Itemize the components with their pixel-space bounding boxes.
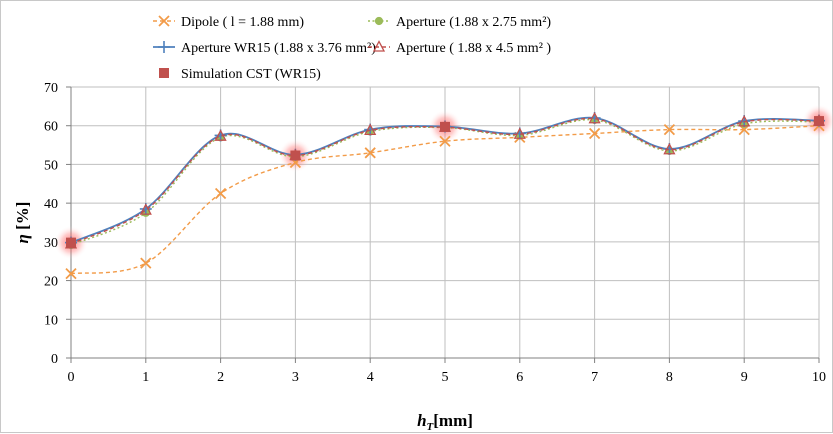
legend-item: Simulation CST (WR15) <box>159 67 321 82</box>
legend-label: Simulation CST (WR15) <box>181 67 321 82</box>
y-tick-label: 0 <box>51 352 58 367</box>
legend-marker <box>159 68 169 78</box>
x-tick-label: 1 <box>142 370 149 385</box>
x-tick-label: 6 <box>516 370 523 385</box>
x-tick-label: 10 <box>812 370 826 385</box>
y-tick-label: 20 <box>44 275 58 290</box>
x-tick-label: 2 <box>217 370 224 385</box>
x-axis-unit: [mm] <box>433 411 473 430</box>
x-tick-label: 7 <box>591 370 598 385</box>
y-tick-label: 10 <box>44 313 58 328</box>
y-axis-label: η [%] <box>13 202 32 244</box>
axis-labels: η [%] hT[mm] <box>13 202 473 433</box>
y-tick-label: 50 <box>44 158 58 173</box>
y-axis-unit: [%] <box>13 202 32 235</box>
legend-item: Aperture ( 1.88 x 4.5 mm² ) <box>368 40 551 56</box>
data-point <box>214 187 227 200</box>
y-tick-label: 60 <box>44 120 58 135</box>
legend-item: Aperture WR15 (1.88 x 3.76 mm²) <box>153 41 376 56</box>
data-point <box>513 127 526 139</box>
x-tick-label: 5 <box>442 370 449 385</box>
data-point <box>439 135 451 147</box>
data-point <box>588 127 601 140</box>
y-axis-symbol: η <box>13 234 32 243</box>
x-tick-label: 4 <box>367 370 374 385</box>
data-point <box>588 111 601 124</box>
data-point <box>364 123 377 136</box>
x-axis-symbol: h <box>417 411 426 430</box>
legend-marker <box>374 16 384 26</box>
x-tick-label: 9 <box>741 370 748 385</box>
x-tick-label: 3 <box>292 370 299 385</box>
series-layer <box>64 111 826 280</box>
series-line-0 <box>70 125 820 275</box>
legend-label: Dipole ( l = 1.88 mm) <box>181 15 304 30</box>
series-line-3 <box>70 117 820 245</box>
data-point <box>663 142 676 155</box>
legend-label: Aperture WR15 (1.88 x 3.76 mm²) <box>181 41 376 56</box>
data-point <box>290 150 301 161</box>
legend-label: Aperture (1.88 x 2.75 mm²) <box>396 15 551 30</box>
data-point <box>440 121 450 132</box>
data-point <box>139 203 152 215</box>
x-axis-label: hT[mm] <box>417 411 473 433</box>
data-point <box>214 129 227 141</box>
legend-marker <box>372 40 386 52</box>
legend-item: Dipole ( l = 1.88 mm) <box>153 15 304 30</box>
legend: Dipole ( l = 1.88 mm) Aperture (1.88 x 2.… <box>153 15 551 82</box>
data-point <box>65 267 77 280</box>
legend-label: Aperture ( 1.88 x 4.5 mm² ) <box>396 41 551 56</box>
legend-marker <box>158 15 170 27</box>
x-tick-label: 0 <box>68 370 75 385</box>
data-point <box>663 123 676 136</box>
data-point <box>364 147 376 159</box>
data-point <box>140 257 152 269</box>
y-tick-label: 70 <box>44 81 58 96</box>
data-point <box>738 114 751 127</box>
legend-marker <box>158 41 170 53</box>
x-tick-label: 8 <box>666 370 673 385</box>
legend-item: Aperture (1.88 x 2.75 mm²) <box>368 15 551 30</box>
x-axis-subscript: T <box>427 421 435 433</box>
y-tick-label: 40 <box>44 197 58 212</box>
data-point <box>814 116 824 127</box>
data-point <box>66 237 76 248</box>
